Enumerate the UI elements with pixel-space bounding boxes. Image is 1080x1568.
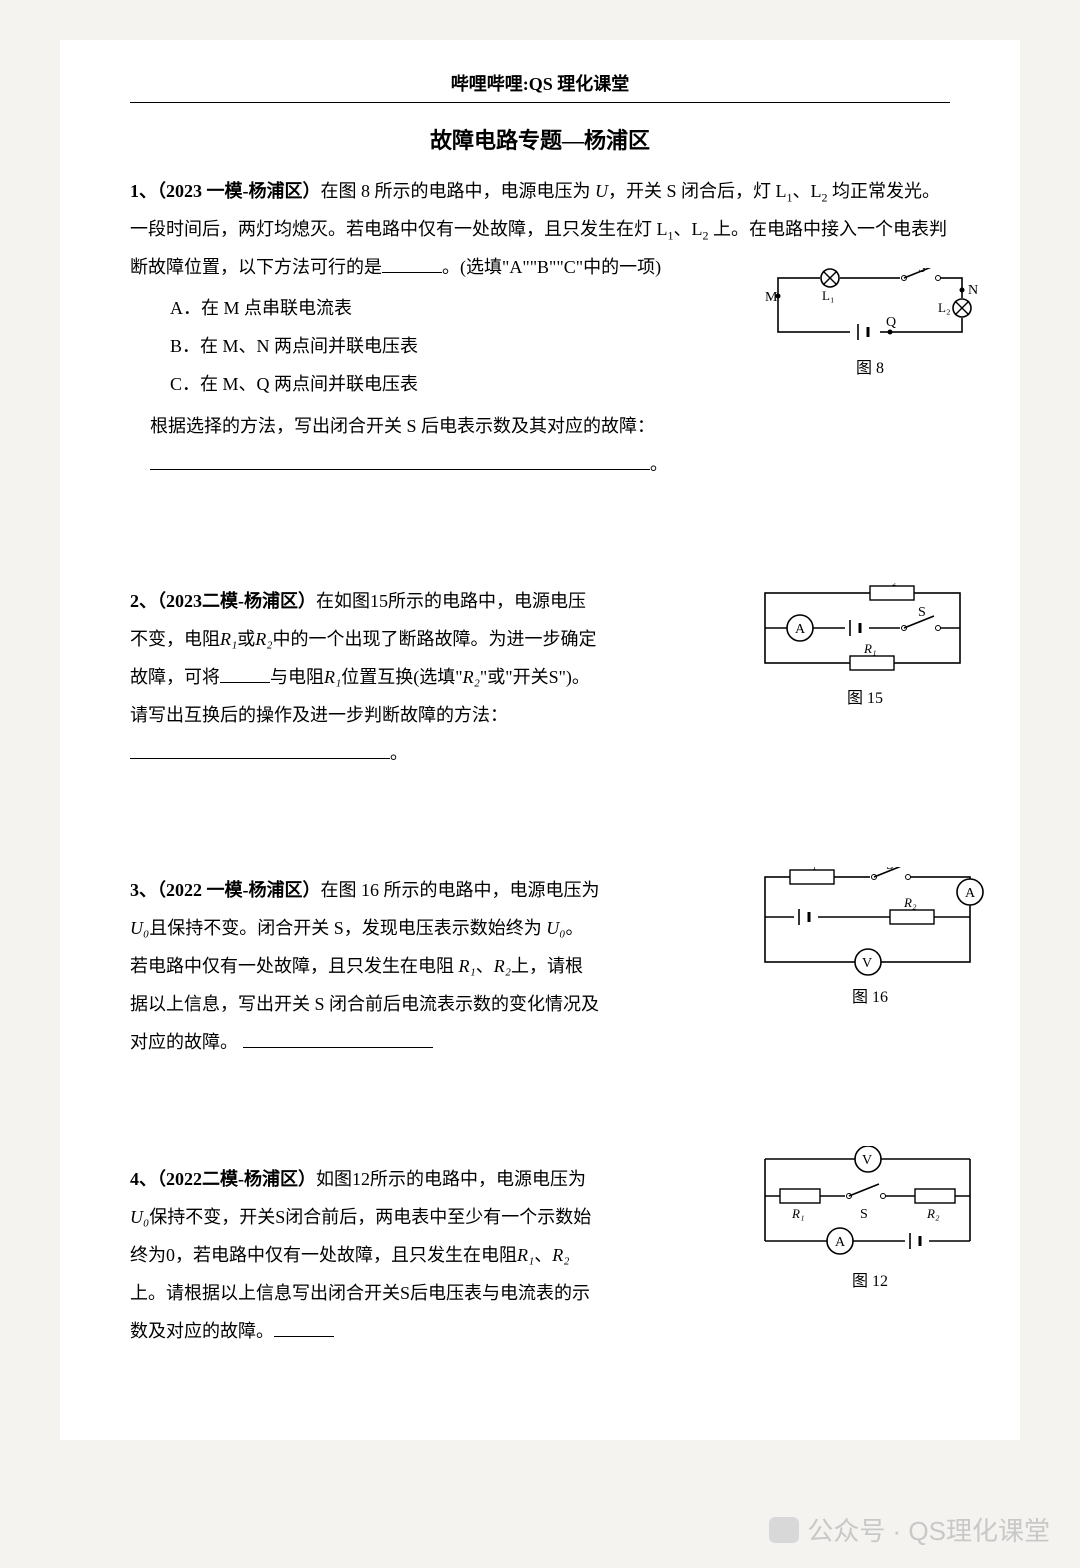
figure-12: V R₁ S R₂ <box>750 1146 990 1299</box>
svg-text:R₁: R₁ <box>803 867 816 870</box>
question-2: 2、（2023二模-杨浦区）在如图15所示的电路中，电源电压不变，电阻R₁或R₂… <box>130 583 950 772</box>
question-1: 1、（2023 一模-杨浦区）在图 8 所示的电路中，电源电压为 U，开关 S … <box>130 173 950 483</box>
q3-num: 3、 <box>130 880 157 900</box>
q3-tag: （2022 一模-杨浦区） <box>157 880 321 900</box>
fig16-caption: 图 16 <box>750 981 990 1015</box>
svg-text:Q: Q <box>886 315 896 330</box>
fig8-caption: 图 8 <box>760 352 980 386</box>
question-3: 3、（2022 一模-杨浦区）在图 16 所示的电路中，电源电压为 U₀且保持不… <box>130 872 950 1061</box>
q2-num: 2、 <box>130 591 157 611</box>
svg-text:V: V <box>862 956 872 971</box>
q2-tag: （2023二模-杨浦区） <box>157 591 316 611</box>
document-page: 哔哩哔哩:QS 理化课堂 故障电路专题—杨浦区 1、（2023 一模-杨浦区）在… <box>60 40 1020 1440</box>
q1-blank-2 <box>150 469 650 470</box>
svg-text:R₂: R₂ <box>926 1206 940 1221</box>
question-4: 4、（2022二模-杨浦区）如图12所示的电路中，电源电压为U₀保持不变，开关S… <box>130 1161 950 1350</box>
svg-text:A: A <box>835 1235 846 1250</box>
q1-num: 1、 <box>130 181 157 201</box>
q2-text: 2、（2023二模-杨浦区）在如图15所示的电路中，电源电压不变，电阻R₁或R₂… <box>130 583 600 772</box>
wechat-icon <box>769 1517 799 1543</box>
svg-text:V: V <box>862 1153 872 1168</box>
svg-text:R₂: R₂ <box>883 583 897 586</box>
q2-blank-2 <box>130 758 390 759</box>
svg-text:S: S <box>886 867 894 873</box>
q4-blank <box>274 1336 334 1337</box>
figure-15: R₂ A S R₁ 图 15 <box>750 583 980 716</box>
svg-text:S: S <box>918 268 926 276</box>
svg-text:L₂: L₂ <box>938 300 950 315</box>
q1-blank-1 <box>382 272 442 273</box>
watermark-text: 公众号 · QS理化课堂 <box>807 1511 1050 1548</box>
svg-text:R₁: R₁ <box>791 1206 804 1221</box>
q2-blank-1 <box>220 682 270 683</box>
svg-text:A: A <box>795 622 806 637</box>
page-header: 哔哩哔哩:QS 理化课堂 <box>130 70 950 103</box>
figure-16: R₁ S A R₂ V <box>750 867 990 1015</box>
svg-text:L₁: L₁ <box>822 288 834 303</box>
q4-num: 4、 <box>130 1169 157 1189</box>
q1-tag: （2023 一模-杨浦区） <box>157 181 321 201</box>
q3-blank <box>243 1047 433 1048</box>
figure-8: M N S L₁ L₂ Q 图 8 <box>760 268 980 386</box>
q4-tag: （2022二模-杨浦区） <box>157 1169 316 1189</box>
watermark: 公众号 · QS理化课堂 <box>769 1511 1050 1548</box>
page-title: 故障电路专题—杨浦区 <box>130 123 950 155</box>
svg-text:R₁: R₁ <box>863 641 876 656</box>
svg-text:M: M <box>765 290 778 305</box>
svg-text:A: A <box>965 886 976 901</box>
q3-text: 3、（2022 一模-杨浦区）在图 16 所示的电路中，电源电压为 U₀且保持不… <box>130 872 600 1061</box>
fig12-caption: 图 12 <box>750 1265 990 1299</box>
svg-text:S: S <box>918 605 926 620</box>
svg-text:S: S <box>860 1207 868 1222</box>
q4-text: 4、（2022二模-杨浦区）如图12所示的电路中，电源电压为U₀保持不变，开关S… <box>130 1161 600 1350</box>
svg-text:N: N <box>968 283 978 298</box>
q1-tail: 根据选择的方法，写出闭合开关 S 后电表示数及其对应的故障： 。 <box>130 408 950 484</box>
svg-text:R₂: R₂ <box>903 895 917 910</box>
fig15-caption: 图 15 <box>750 682 980 716</box>
